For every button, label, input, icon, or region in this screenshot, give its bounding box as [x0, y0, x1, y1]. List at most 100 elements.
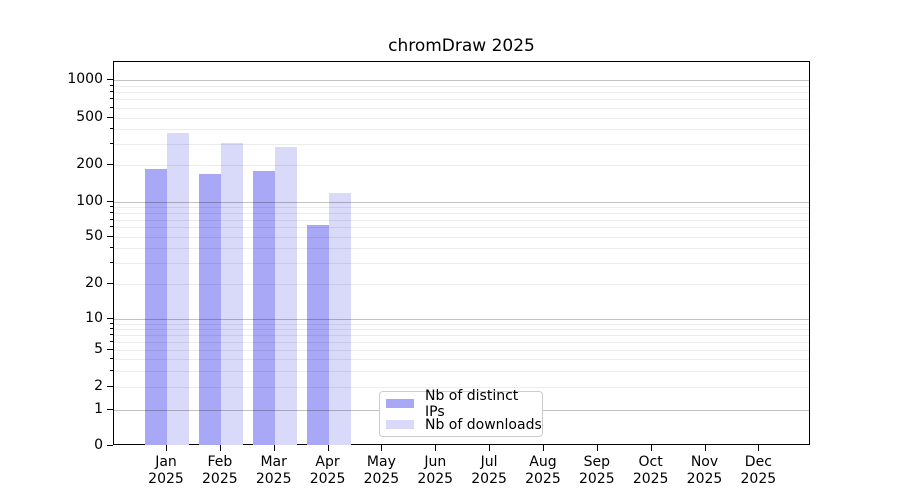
- x-tick-label-dec: Dec 2025: [740, 454, 777, 487]
- bar-distinct-ips-feb: [198, 173, 221, 445]
- bar-downloads-apr: [328, 193, 351, 445]
- x-tick-mar: [273, 445, 275, 451]
- y-tick-label-1000: 1000: [67, 71, 103, 87]
- bar-downloads-feb: [220, 142, 243, 445]
- y-tick-1000: [107, 79, 113, 80]
- x-tick-label-oct: Oct 2025: [632, 454, 669, 487]
- y-minortick-30: [110, 262, 113, 264]
- gridline-minor-500: [114, 117, 809, 119]
- gridline-minor-80: [114, 212, 809, 214]
- y-tick-0: [107, 445, 113, 446]
- y-tick-label-50: 50: [85, 227, 103, 244]
- gridline-minor-8: [114, 328, 809, 330]
- legend-label-distinct-ips: Nb of distinct IPs: [425, 387, 519, 420]
- y-tick-label-2: 2: [94, 378, 103, 394]
- x-tick-jun: [435, 445, 437, 451]
- gridline-minor-2: [114, 387, 809, 388]
- x-tick-apr: [327, 445, 329, 451]
- gridline-minor-40: [114, 248, 809, 250]
- gridline-minor-300: [114, 144, 809, 146]
- y-tick-label-200: 200: [76, 156, 103, 173]
- bar-distinct-ips-apr: [306, 225, 329, 445]
- gridline-major-10: [114, 318, 809, 320]
- x-tick-label-jan: Jan 2025: [148, 454, 184, 487]
- gridline-minor-4: [114, 359, 809, 361]
- legend: Nb of distinct IPs Nb of downloads: [379, 388, 543, 437]
- x-tick-feb: [219, 445, 221, 451]
- bar-distinct-ips-jan: [145, 169, 167, 445]
- y-minortick-4: [110, 358, 113, 360]
- y-tick-10: [107, 317, 113, 319]
- y-minortick-6: [110, 340, 113, 342]
- y-tick-100: [107, 200, 113, 202]
- gridline-minor-7: [114, 334, 809, 336]
- y-tick-label-20: 20: [85, 275, 103, 292]
- y-minortick-80: [110, 211, 113, 213]
- y-minortick-300: [110, 143, 113, 145]
- y-minortick-20: [110, 283, 113, 285]
- gridline-major-1000: [114, 80, 809, 81]
- legend-item-downloads: Nb of downloads: [386, 416, 542, 433]
- y-minortick-7: [110, 333, 113, 335]
- bar-distinct-ips-mar: [252, 171, 275, 445]
- chart-title: chromDraw 2025: [388, 36, 535, 56]
- y-minortick-2: [110, 386, 113, 387]
- bar-downloads-jan: [167, 133, 189, 445]
- y-tick-1: [107, 409, 113, 411]
- y-minortick-8: [110, 327, 113, 329]
- x-tick-label-feb: Feb 2025: [202, 454, 238, 487]
- y-minortick-500: [110, 116, 113, 118]
- gridline-minor-200: [114, 165, 809, 167]
- gridline-minor-6: [114, 341, 809, 343]
- gridline-minor-600: [114, 107, 809, 109]
- y-minortick-9: [110, 322, 113, 324]
- x-tick-label-aug: Aug 2025: [525, 454, 561, 487]
- x-tick-label-sep: Sep 2025: [578, 454, 615, 487]
- y-minortick-40: [110, 247, 113, 249]
- bar-downloads-mar: [274, 146, 297, 445]
- y-tick-label-1: 1: [94, 401, 103, 418]
- x-tick-label-jun: Jun 2025: [417, 454, 454, 487]
- y-minortick-3: [110, 369, 113, 371]
- y-minortick-90: [110, 206, 113, 208]
- gridline-minor-800: [114, 92, 809, 94]
- x-tick-nov: [704, 445, 706, 451]
- gridline-minor-70: [114, 219, 809, 221]
- x-tick-label-mar: Mar 2025: [255, 454, 292, 487]
- y-minortick-60: [110, 226, 113, 228]
- gridline-minor-20: [114, 284, 809, 286]
- y-tick-label-500: 500: [76, 108, 103, 125]
- gridline-major-100: [114, 201, 809, 203]
- legend-label-downloads: Nb of downloads: [425, 416, 542, 433]
- y-tick-label-100: 100: [76, 192, 103, 209]
- x-tick-label-jul: Jul 2025: [471, 454, 507, 487]
- x-tick-dec: [758, 445, 760, 451]
- legend-swatch-downloads: [386, 419, 414, 430]
- x-tick-sep: [596, 445, 598, 451]
- y-minortick-400: [110, 128, 113, 130]
- y-minortick-900: [110, 84, 113, 86]
- x-tick-aug: [542, 445, 544, 451]
- y-tick-label-5: 5: [94, 341, 103, 358]
- gridline-minor-900: [114, 85, 809, 87]
- gridline-minor-700: [114, 99, 809, 101]
- gridline-minor-50: [114, 236, 809, 238]
- y-minortick-50: [110, 235, 113, 237]
- y-minortick-5: [110, 349, 113, 351]
- legend-item-distinct-ips: Nb of distinct IPs: [386, 388, 542, 420]
- x-tick-label-nov: Nov 2025: [686, 454, 723, 487]
- y-minortick-70: [110, 218, 113, 220]
- gridline-minor-9: [114, 323, 809, 325]
- x-tick-jul: [489, 445, 491, 451]
- y-minortick-600: [110, 106, 113, 108]
- legend-swatch-distinct-ips: [386, 398, 414, 409]
- x-tick-may: [381, 445, 383, 451]
- x-tick-oct: [650, 445, 652, 451]
- gridline-minor-3: [114, 370, 809, 372]
- gridline-minor-400: [114, 129, 809, 131]
- gridline-minor-5: [114, 350, 809, 352]
- gridline-minor-60: [114, 227, 809, 229]
- gridline-minor-30: [114, 263, 809, 265]
- y-minortick-200: [110, 164, 113, 166]
